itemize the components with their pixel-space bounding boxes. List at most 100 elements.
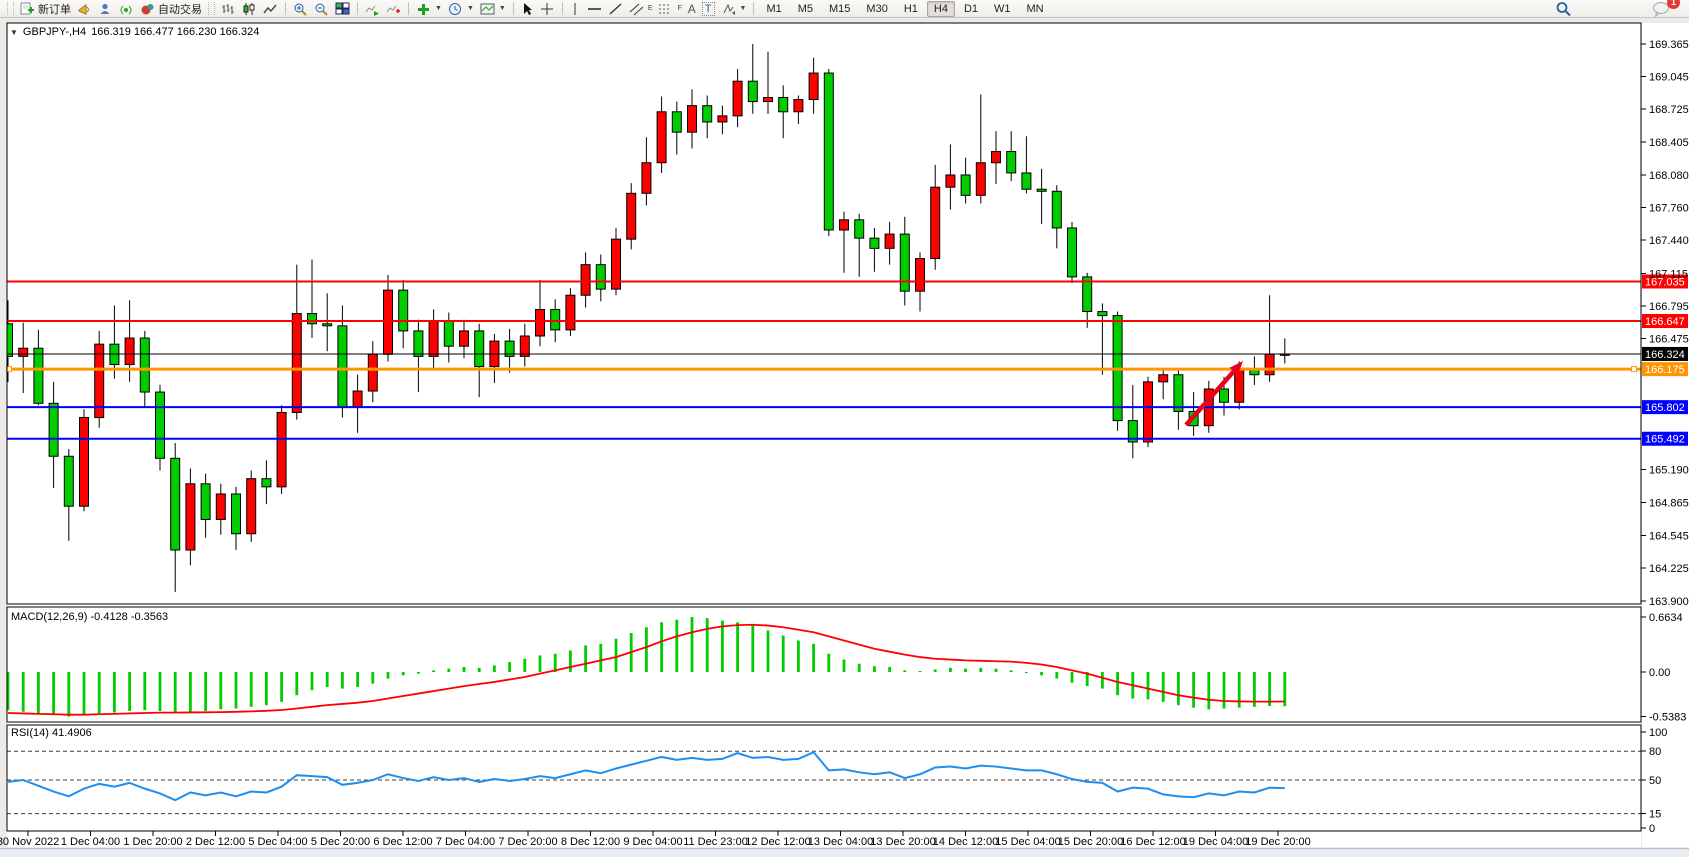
fibonacci-icon <box>658 2 673 16</box>
fibonacci-tool-button[interactable]: F <box>655 1 684 17</box>
new-order-icon <box>20 2 35 16</box>
timeframe-button-M5[interactable]: M5 <box>797 2 814 15</box>
price-tick-label: 163.900 <box>1649 596 1689 608</box>
line-drag-handle[interactable] <box>1631 366 1637 373</box>
zoom-in-button[interactable] <box>290 1 311 17</box>
add-indicator-icon <box>416 2 431 16</box>
bar-chart-button[interactable] <box>218 1 239 17</box>
candle-body <box>884 233 895 249</box>
search-icon <box>1555 1 1572 17</box>
candle-body <box>7 323 13 357</box>
chart-title: ▼ GBPJPY-,H4 166.319 166.477 166.230 166… <box>10 26 259 38</box>
candle-body <box>991 151 1001 164</box>
price-label-text: 167.035 <box>1645 276 1685 288</box>
community-button[interactable] <box>95 1 116 17</box>
cursor-tool-button[interactable] <box>518 1 537 17</box>
trend-arrow-shaft[interactable] <box>1184 369 1236 427</box>
signals-button[interactable] <box>116 1 137 17</box>
chart-shift-button[interactable] <box>383 1 404 17</box>
collapse-triangle-icon[interactable]: ▼ <box>10 27 18 37</box>
arrows-shapes-icon <box>721 2 736 16</box>
channel-tool-button[interactable]: E <box>626 1 656 17</box>
crosshair-tool-button[interactable] <box>537 1 558 17</box>
time-tick-label: 1 Dec 20:00 <box>123 836 182 848</box>
price-label-badge <box>1642 346 1688 361</box>
timeframe-button-D1[interactable]: D1 <box>963 2 979 15</box>
time-tick-label: 11 Dec 23:00 <box>683 836 748 848</box>
rsi-axis-label: 50 <box>1649 775 1661 787</box>
toolbar-separator <box>561 2 563 15</box>
candle-body <box>428 320 439 357</box>
toolbar-separator <box>408 2 409 15</box>
price-tick-label: 165.190 <box>1649 465 1689 477</box>
candle-body <box>1006 151 1017 174</box>
time-tick-label: 16 Dec 12:00 <box>1120 836 1185 848</box>
ohlc-values: 166.319 166.477 166.230 166.324 <box>91 26 260 38</box>
timeframes-menu-button[interactable]: ▼ <box>445 1 477 17</box>
vertical-line-tool-button[interactable] <box>567 1 584 17</box>
candle-body <box>1158 374 1169 383</box>
search-button[interactable] <box>1552 1 1575 17</box>
candle-body <box>808 72 819 101</box>
price-label-text: 165.492 <box>1645 434 1685 446</box>
panel-border <box>6 22 1642 605</box>
horn-button[interactable] <box>74 1 95 17</box>
candle-body <box>1173 374 1184 412</box>
trendline-tool-button[interactable] <box>605 1 626 17</box>
arrows-tool-button[interactable]: ▼ <box>718 1 750 17</box>
panel-border <box>6 606 1642 723</box>
candle-body <box>869 237 880 249</box>
chart-canvas[interactable]: 167.035 166.647 166.324 166.175 165.802 165.4… <box>0 18 1689 857</box>
time-tick-label: 13 Dec 20:00 <box>870 836 935 848</box>
horizontal-line-icon <box>587 2 602 16</box>
time-tick-label: 15 Dec 20:00 <box>1058 836 1123 848</box>
candle-body <box>33 347 44 404</box>
new-order-label: 新订单 <box>38 3 71 16</box>
candle-body <box>565 294 576 331</box>
candle-body <box>459 330 469 347</box>
indicators-button[interactable]: ▼ <box>413 1 445 17</box>
new-order-button[interactable]: 新订单 <box>17 1 74 17</box>
price-label-text: 166.175 <box>1645 364 1685 376</box>
time-tick-label: 9 Dec 04:00 <box>623 836 682 848</box>
timeframe-button-MN[interactable]: MN <box>1026 2 1044 15</box>
main-toolbar: 新订单 自动交易 <box>0 0 1689 18</box>
macd-signal-line <box>7 623 1285 716</box>
candle-body <box>170 457 181 551</box>
candle-body <box>1036 188 1047 192</box>
timeframe-button-M30[interactable]: M30 <box>866 2 888 15</box>
zoom-out-button[interactable] <box>311 1 332 17</box>
timeframe-button-M1[interactable]: M1 <box>766 2 782 15</box>
candle-body <box>717 115 728 123</box>
candle-body <box>246 478 257 535</box>
price-label-text: 166.324 <box>1645 349 1685 361</box>
candlestick-chart-button[interactable] <box>239 1 260 17</box>
crosshair-icon <box>540 2 555 16</box>
timeframe-button-M15[interactable]: M15 <box>829 2 851 15</box>
time-tick-label: 30 Nov 2022 <box>0 836 59 848</box>
candle-body <box>322 323 333 327</box>
notifications-button[interactable]: 1 <box>1649 0 1680 17</box>
timeframe-button-W1[interactable]: W1 <box>994 2 1011 15</box>
line-chart-button[interactable] <box>260 1 281 17</box>
rsi-axis-label: 100 <box>1649 727 1667 739</box>
trend-arrow-head[interactable] <box>1229 361 1243 376</box>
timeframe-button-H4[interactable]: H4 <box>926 0 955 17</box>
timeframe-button-H1[interactable]: H1 <box>903 2 918 15</box>
time-tick-label: 5 Dec 20:00 <box>311 836 370 848</box>
templates-button[interactable]: ▼ <box>477 1 509 17</box>
candle-body <box>18 347 29 357</box>
auto-scroll-button[interactable] <box>362 1 383 17</box>
candle-body <box>383 289 393 355</box>
tile-windows-button[interactable] <box>332 1 353 17</box>
rsi-value: 41.4906 <box>51 727 92 739</box>
candle-body <box>535 309 545 337</box>
candle-body <box>1127 420 1138 443</box>
candle-body <box>945 174 956 188</box>
auto-trading-button[interactable]: 自动交易 <box>137 1 205 17</box>
text-label-tool-button[interactable]: T <box>699 1 718 17</box>
time-tick-label: 15 Dec 04:00 <box>995 836 1060 848</box>
candle-body <box>413 330 424 357</box>
horizontal-line-tool-button[interactable] <box>584 1 605 17</box>
text-tool-button[interactable]: A <box>685 1 699 17</box>
